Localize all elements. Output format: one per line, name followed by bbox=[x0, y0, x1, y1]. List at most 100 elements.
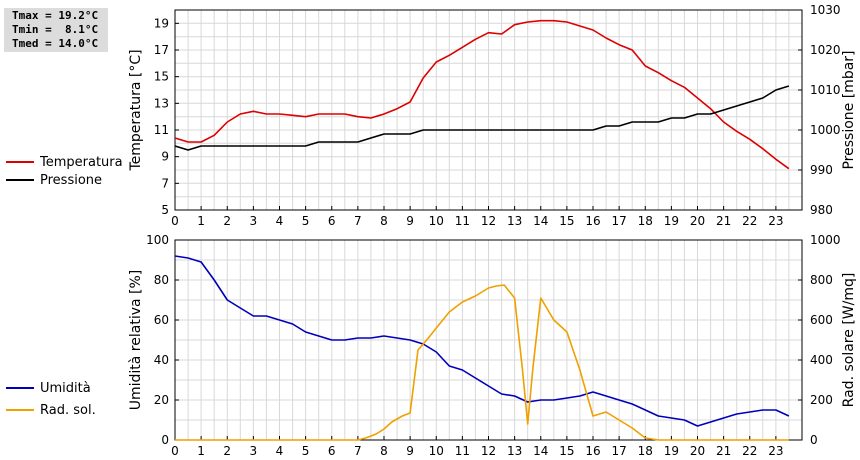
top-xtick-label: 0 bbox=[171, 214, 179, 228]
top-y2tick-label: 990 bbox=[810, 163, 833, 177]
top-ytick-label: 9 bbox=[161, 150, 169, 164]
top-xtick-label: 23 bbox=[768, 214, 783, 228]
top-xtick-label: 20 bbox=[690, 214, 705, 228]
top-xtick-label: 5 bbox=[302, 214, 310, 228]
bottom-xtick-label: 8 bbox=[380, 444, 388, 458]
legend-label-temperatura: Temperatura bbox=[40, 154, 123, 170]
bottom-xtick-label: 1 bbox=[197, 444, 205, 458]
top-y2tick-label: 1010 bbox=[810, 83, 841, 97]
legend-item-umidita: Umidità bbox=[6, 379, 91, 397]
top-xtick-label: 7 bbox=[354, 214, 362, 228]
bottom-xtick-label: 22 bbox=[742, 444, 757, 458]
top-y2tick-label: 1030 bbox=[810, 3, 841, 17]
bottom-xtick-label: 9 bbox=[406, 444, 414, 458]
stats-box: Tmax = 19.2°C Tmin = 8.1°C Tmed = 14.0°C bbox=[4, 8, 108, 52]
top-xtick-label: 15 bbox=[559, 214, 574, 228]
bottom-ytick-label: 60 bbox=[154, 313, 169, 327]
legend-swatch-temperatura bbox=[6, 161, 34, 163]
top-xtick-label: 17 bbox=[611, 214, 626, 228]
bottom-xtick-label: 19 bbox=[664, 444, 679, 458]
top-ytick-label: 17 bbox=[154, 43, 169, 57]
top-xtick-label: 1 bbox=[197, 214, 205, 228]
legend-label-pressione: Pressione bbox=[40, 172, 103, 188]
top-y2tick-label: 980 bbox=[810, 203, 833, 217]
top-ytick-label: 15 bbox=[154, 70, 169, 84]
stat-tmed: Tmed = 14.0°C bbox=[12, 37, 99, 50]
bottom-y2label: Rad. solare [W/mq] bbox=[841, 273, 857, 408]
bottom-xtick-label: 20 bbox=[690, 444, 705, 458]
top-y2tick-label: 1000 bbox=[810, 123, 841, 137]
top-series-pressione bbox=[174, 85, 790, 151]
bottom-xtick-label: 11 bbox=[455, 444, 470, 458]
bottom-xtick-label: 4 bbox=[276, 444, 284, 458]
top-ytick-label: 11 bbox=[154, 123, 169, 137]
top-ytick-label: 13 bbox=[154, 96, 169, 110]
top-xtick-label: 18 bbox=[638, 214, 653, 228]
bottom-y2tick-label: 0 bbox=[810, 433, 818, 447]
top-xtick-label: 16 bbox=[585, 214, 600, 228]
bottom-y2tick-label: 200 bbox=[810, 393, 833, 407]
bottom-xtick-label: 0 bbox=[171, 444, 179, 458]
bottom-xtick-label: 18 bbox=[638, 444, 653, 458]
top-xtick-label: 4 bbox=[276, 214, 284, 228]
top-xtick-label: 13 bbox=[507, 214, 522, 228]
top-chart-panel: 0 1 2 3 4 5 6 7 8 9 10 11 12 13 14 15 16 17 18 19 20 21 22 2357… bbox=[128, 3, 857, 228]
bottom-ytick-label: 0 bbox=[161, 433, 169, 447]
top-ytick-label: 19 bbox=[154, 16, 169, 30]
bottom-chart-panel: 0 1 2 3 4 5 6 7 8 9 10 11 12 13 14 15 16 17 18 19 20 21 22 2302… bbox=[128, 233, 857, 458]
top-xtick-label: 10 bbox=[429, 214, 444, 228]
top-ytick-label: 7 bbox=[161, 176, 169, 190]
bottom-ytick-label: 80 bbox=[154, 273, 169, 287]
bottom-ytick-label: 40 bbox=[154, 353, 169, 367]
bottom-y2tick-label: 1000 bbox=[810, 233, 841, 247]
bottom-xtick-label: 5 bbox=[302, 444, 310, 458]
top-y2tick-label: 1020 bbox=[810, 43, 841, 57]
top-ylabel: Temperatura [°C] bbox=[128, 49, 144, 171]
legend-item-pressione: Pressione bbox=[6, 171, 102, 189]
legend-swatch-umidita bbox=[6, 387, 34, 389]
bottom-y2tick-label: 400 bbox=[810, 353, 833, 367]
bottom-xtick-label: 6 bbox=[328, 444, 336, 458]
legend-label-umidita: Umidità bbox=[40, 380, 91, 396]
bottom-xtick-label: 2 bbox=[223, 444, 231, 458]
top-xtick-label: 6 bbox=[328, 214, 336, 228]
top-xtick-label: 19 bbox=[664, 214, 679, 228]
legend-label-radsol: Rad. sol. bbox=[40, 402, 96, 418]
stat-tmin: Tmin = 8.1°C bbox=[12, 23, 99, 36]
bottom-y2tick-label: 800 bbox=[810, 273, 833, 287]
bottom-series-rad-sol bbox=[175, 284, 789, 441]
legend-item-temperatura: Temperatura bbox=[6, 153, 123, 171]
top-series-temperatura bbox=[174, 19, 790, 170]
bottom-xtick-label: 7 bbox=[354, 444, 362, 458]
top-xtick-label: 9 bbox=[406, 214, 414, 228]
top-xtick-label: 12 bbox=[481, 214, 496, 228]
bottom-series-umidit bbox=[174, 255, 790, 427]
bottom-ytick-label: 20 bbox=[154, 393, 169, 407]
top-xtick-label: 3 bbox=[250, 214, 258, 228]
bottom-xtick-label: 17 bbox=[611, 444, 626, 458]
top-xtick-label: 2 bbox=[223, 214, 231, 228]
top-xtick-label: 8 bbox=[380, 214, 388, 228]
bottom-ytick-label: 100 bbox=[146, 233, 169, 247]
top-xtick-label: 11 bbox=[455, 214, 470, 228]
bottom-ylabel: Umidità relativa [%] bbox=[128, 270, 144, 411]
bottom-xtick-label: 13 bbox=[507, 444, 522, 458]
bottom-y2tick-label: 600 bbox=[810, 313, 833, 327]
bottom-xtick-label: 12 bbox=[481, 444, 496, 458]
bottom-xtick-label: 16 bbox=[585, 444, 600, 458]
top-xtick-label: 14 bbox=[533, 214, 548, 228]
top-xtick-label: 22 bbox=[742, 214, 757, 228]
bottom-xtick-label: 10 bbox=[429, 444, 444, 458]
legend-swatch-pressione bbox=[6, 179, 34, 181]
stat-tmax: Tmax = 19.2°C bbox=[12, 9, 99, 22]
bottom-xtick-label: 14 bbox=[533, 444, 548, 458]
bottom-xtick-label: 23 bbox=[768, 444, 783, 458]
bottom-xtick-label: 3 bbox=[250, 444, 258, 458]
legend-item-radsol: Rad. sol. bbox=[6, 401, 96, 419]
top-xtick-label: 21 bbox=[716, 214, 731, 228]
bottom-xtick-label: 15 bbox=[559, 444, 574, 458]
top-ytick-label: 5 bbox=[161, 203, 169, 217]
top-y2label: Pressione [mbar] bbox=[841, 50, 857, 169]
legend-swatch-radsol bbox=[6, 409, 34, 411]
